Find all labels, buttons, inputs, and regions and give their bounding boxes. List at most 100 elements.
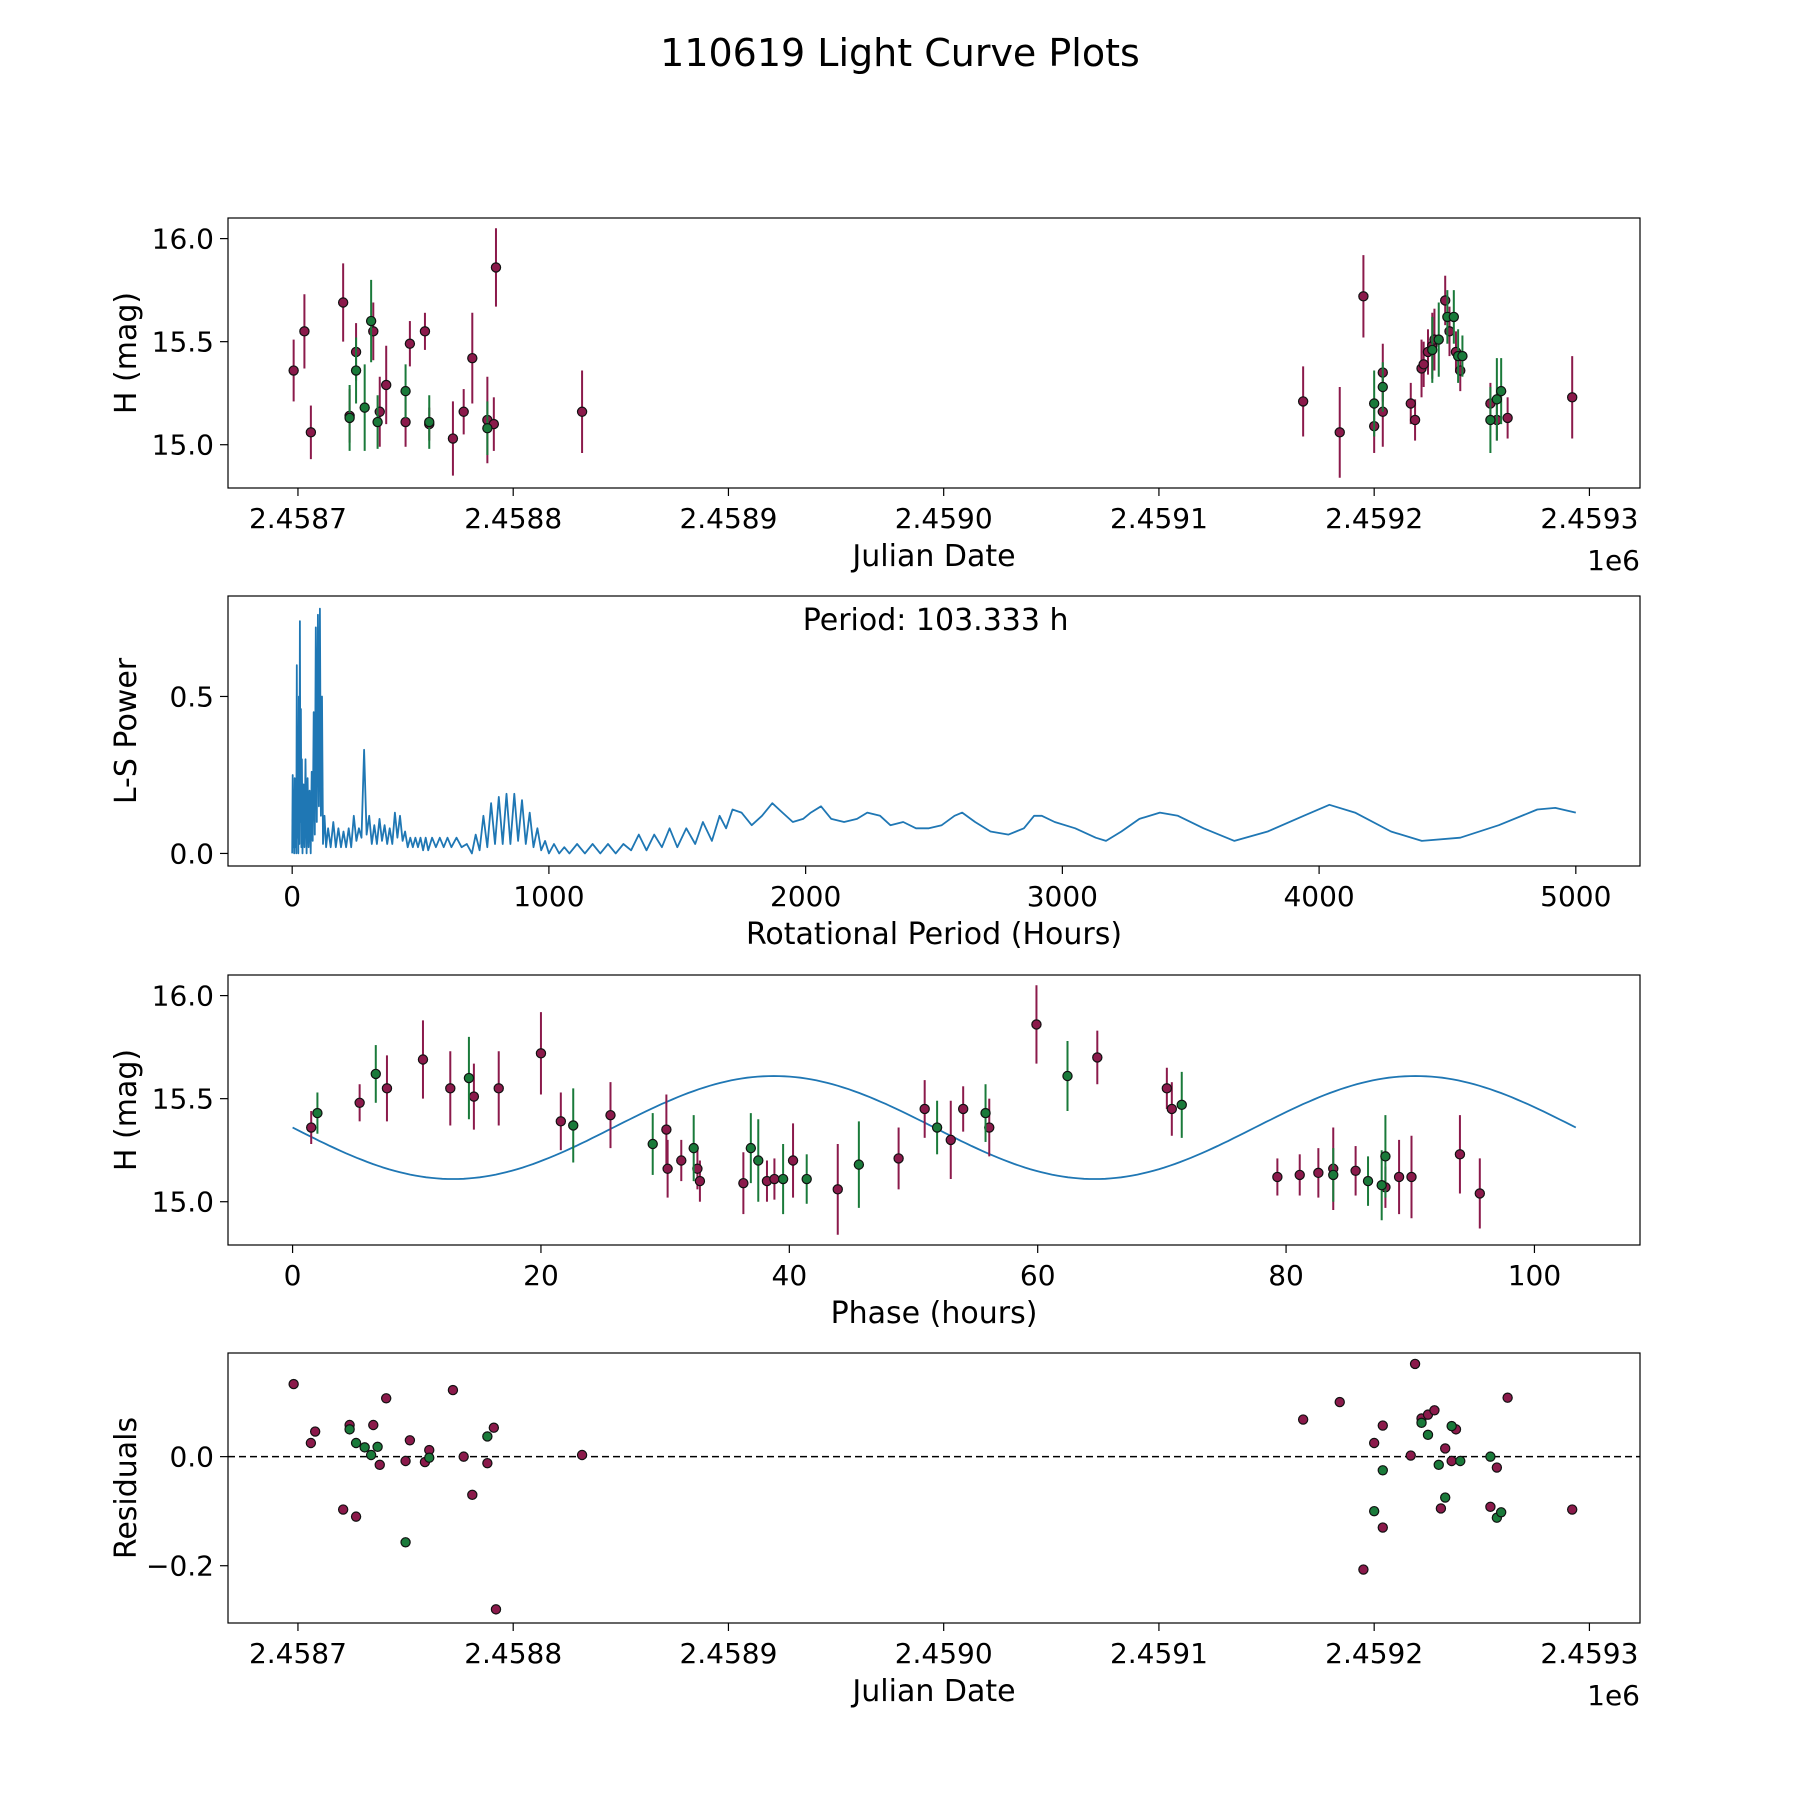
axes-frame: [227, 595, 1641, 867]
data-point-filter-a: [490, 1604, 502, 1615]
data-point-filter-b: [463, 1072, 475, 1084]
x-offset-label: 1e6: [1587, 1679, 1640, 1712]
data-point-filter-b: [482, 1431, 493, 1442]
period-annotation: Period: 103.333 h: [803, 603, 1069, 638]
data-point-filter-a: [1405, 398, 1416, 409]
x-tick-label: 0: [283, 880, 301, 913]
data-point-filter-a: [419, 326, 431, 337]
data-point-filter-b: [359, 402, 370, 413]
data-point-filter-b: [1446, 1420, 1457, 1432]
data-point-filter-a: [1418, 359, 1429, 370]
data-point-filter-b: [1176, 1099, 1187, 1111]
axes-frame: [227, 217, 1641, 489]
data-point-filter-b: [745, 1142, 757, 1154]
data-point-filter-a: [1297, 396, 1309, 407]
data-point-filter-b: [370, 1068, 381, 1080]
data-point-filter-b: [400, 1537, 411, 1548]
data-point-filter-a: [458, 1451, 469, 1462]
y-axis-label: H (mag): [109, 292, 144, 414]
data-point-filter-a: [354, 1097, 365, 1108]
x-tick-label: 60: [1020, 1259, 1056, 1292]
data-point-filter-a: [288, 365, 299, 376]
data-point-filter-b: [1427, 344, 1438, 356]
x-tick-label: 2.4588: [464, 1637, 562, 1670]
data-point-filter-a: [381, 1393, 392, 1404]
data-point-filter-b: [1376, 1180, 1387, 1191]
data-point-filter-a: [337, 1504, 349, 1515]
data-point-filter-a: [400, 416, 411, 428]
data-point-filter-a: [1435, 1503, 1447, 1514]
data-point-filter-b: [424, 1452, 435, 1463]
data-point-filter-a: [374, 406, 385, 417]
data-point-filter-b: [1485, 414, 1496, 426]
data-point-filter-b: [1455, 1455, 1466, 1467]
data-point-filter-b: [1362, 1175, 1374, 1187]
x-tick-label: 2.4587: [249, 1637, 347, 1670]
data-point-filter-b: [372, 1441, 383, 1453]
data-point-filter-b: [1328, 1169, 1339, 1181]
data-point-filter-a: [374, 1459, 385, 1471]
data-point-filter-b: [350, 1437, 362, 1449]
data-point-filter-b: [647, 1138, 658, 1150]
data-point-filter-a: [488, 1422, 500, 1433]
data-point-filter-b: [1457, 350, 1468, 362]
data-point-filter-b: [1416, 1417, 1427, 1429]
data-point-filter-b: [688, 1142, 699, 1154]
data-point-filter-a: [605, 1109, 616, 1121]
data-point-filter-a: [1455, 365, 1466, 376]
data-point-filter-a: [305, 427, 317, 438]
axes-frame: [227, 974, 1641, 1246]
data-point-filter-a: [1272, 1171, 1283, 1183]
x-tick-label: 20: [523, 1259, 559, 1292]
data-point-filter-a: [1440, 1443, 1451, 1454]
figure-title: 110619 Light Curve Plots: [660, 31, 1140, 75]
data-point-filter-a: [1406, 1171, 1417, 1183]
data-point-filter-a: [381, 379, 392, 391]
data-point-filter-a: [1377, 1522, 1388, 1533]
data-point-filter-b: [1377, 1465, 1388, 1476]
data-point-filter-a: [309, 1426, 321, 1437]
x-tick-label: 1000: [513, 880, 584, 913]
data-point-filter-a: [1405, 1450, 1416, 1461]
data-point-filter-a: [919, 1103, 930, 1115]
y-axis-label: L-S Power: [109, 657, 144, 804]
x-tick-label: 2.4587: [249, 502, 347, 535]
x-tick-label: 3000: [1027, 880, 1098, 913]
data-point-filter-a: [1440, 295, 1451, 306]
x-tick-label: 2.4591: [1110, 502, 1208, 535]
plot-area: [288, 228, 1578, 478]
data-point-filter-a: [305, 1437, 317, 1449]
data-point-filter-a: [1474, 1188, 1485, 1199]
y-tick-label: 0.0: [169, 837, 214, 870]
data-point-filter-a: [482, 1457, 493, 1469]
x-tick-label: 2.4592: [1325, 502, 1423, 535]
x-tick-label: 100: [1508, 1259, 1561, 1292]
data-point-filter-a: [337, 297, 349, 308]
data-point-filter-a: [299, 326, 310, 337]
data-point-filter-a: [1313, 1167, 1324, 1179]
data-point-filter-b: [400, 385, 411, 397]
data-point-filter-a: [447, 433, 459, 444]
data-point-filter-a: [381, 1083, 393, 1094]
data-point-filter-b: [1062, 1070, 1073, 1082]
x-axis-label: Julian Date: [850, 1674, 1015, 1709]
data-point-filter-a: [1446, 1455, 1457, 1467]
data-point-filter-b: [1368, 398, 1380, 409]
data-point-filter-a: [490, 262, 502, 273]
x-tick-label: 2.4589: [679, 1637, 777, 1670]
data-point-filter-b: [1495, 385, 1507, 397]
data-point-filter-a: [787, 1155, 799, 1166]
data-point-filter-a: [832, 1184, 843, 1195]
x-tick-label: 2.4591: [1110, 1637, 1208, 1670]
data-point-filter-a: [945, 1134, 956, 1146]
data-point-filter-a: [1092, 1052, 1103, 1063]
data-point-filter-a: [1502, 1392, 1513, 1403]
data-point-filter-a: [467, 1489, 478, 1501]
data-point-filter-a: [1502, 412, 1513, 424]
data-point-filter-a: [368, 326, 379, 337]
data-point-filter-a: [1377, 1420, 1388, 1431]
data-point-filter-a: [1161, 1083, 1173, 1094]
data-point-filter-a: [493, 1083, 504, 1094]
x-axis-label: Julian Date: [850, 539, 1015, 574]
